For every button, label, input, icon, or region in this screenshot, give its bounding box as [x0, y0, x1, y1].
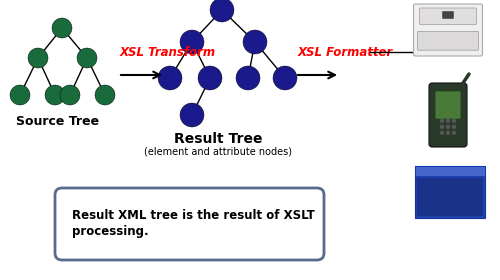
- Circle shape: [158, 66, 182, 90]
- Text: (element and attribute nodes): (element and attribute nodes): [144, 147, 292, 157]
- Circle shape: [452, 125, 456, 128]
- FancyBboxPatch shape: [424, 33, 472, 38]
- Circle shape: [60, 85, 80, 105]
- FancyBboxPatch shape: [417, 178, 483, 216]
- Circle shape: [77, 48, 97, 68]
- Circle shape: [180, 103, 204, 127]
- Text: Result XML tree is the result of XSLT: Result XML tree is the result of XSLT: [72, 209, 315, 222]
- Circle shape: [440, 119, 444, 122]
- Circle shape: [198, 66, 222, 90]
- Circle shape: [273, 66, 297, 90]
- Circle shape: [446, 131, 450, 134]
- FancyBboxPatch shape: [415, 166, 485, 218]
- Circle shape: [446, 119, 450, 122]
- Text: processing.: processing.: [72, 225, 148, 238]
- Text: Source Tree: Source Tree: [16, 115, 100, 128]
- Circle shape: [440, 125, 444, 128]
- FancyBboxPatch shape: [429, 83, 467, 147]
- FancyBboxPatch shape: [442, 11, 454, 18]
- Circle shape: [452, 131, 456, 134]
- FancyBboxPatch shape: [420, 8, 476, 24]
- Circle shape: [243, 30, 267, 54]
- FancyBboxPatch shape: [418, 31, 478, 50]
- Circle shape: [45, 85, 65, 105]
- Circle shape: [236, 66, 260, 90]
- Circle shape: [180, 30, 204, 54]
- Circle shape: [440, 131, 444, 134]
- Text: XSL Formatter: XSL Formatter: [298, 45, 393, 59]
- FancyBboxPatch shape: [55, 188, 324, 260]
- Circle shape: [52, 18, 72, 38]
- Circle shape: [446, 125, 450, 128]
- Circle shape: [10, 85, 30, 105]
- Circle shape: [210, 0, 234, 22]
- Text: Result Tree: Result Tree: [174, 132, 262, 146]
- Circle shape: [28, 48, 48, 68]
- Circle shape: [452, 119, 456, 122]
- FancyBboxPatch shape: [435, 91, 461, 119]
- Circle shape: [95, 85, 115, 105]
- FancyBboxPatch shape: [414, 4, 482, 56]
- FancyBboxPatch shape: [415, 166, 485, 176]
- Text: XSL Transform: XSL Transform: [120, 45, 216, 59]
